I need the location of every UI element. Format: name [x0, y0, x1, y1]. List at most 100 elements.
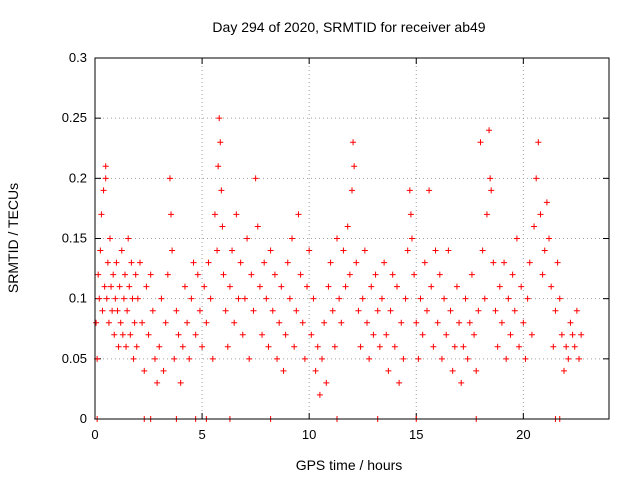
y-tick-label: 0.2 — [69, 170, 87, 185]
data-point — [393, 283, 400, 290]
data-point — [179, 343, 186, 350]
data-point — [430, 343, 437, 350]
data-point — [331, 343, 338, 350]
data-point — [274, 355, 281, 362]
data-point — [535, 139, 542, 146]
data-point — [334, 235, 341, 242]
data-point — [449, 367, 456, 374]
data-point — [576, 355, 583, 362]
data-point — [357, 343, 364, 350]
data-point — [533, 175, 540, 182]
data-point — [156, 343, 163, 350]
data-point — [426, 187, 433, 194]
data-point — [374, 307, 381, 314]
y-tick-label: 0.05 — [62, 351, 87, 366]
grid — [95, 58, 609, 419]
data-point — [516, 343, 523, 350]
data-point — [548, 283, 555, 290]
data-point — [259, 331, 266, 338]
data-point — [350, 139, 357, 146]
data-point — [229, 247, 236, 254]
data-point — [573, 307, 580, 314]
data-point — [496, 283, 503, 290]
data-point — [98, 211, 105, 218]
data-point — [196, 307, 203, 314]
data-point — [492, 307, 499, 314]
data-point — [434, 319, 441, 326]
data-point — [349, 187, 355, 194]
data-point — [188, 295, 195, 302]
data-point — [126, 283, 133, 290]
data-point — [490, 259, 497, 266]
data-point — [494, 343, 501, 350]
data-point — [265, 343, 272, 350]
y-tick-label: 0.15 — [62, 231, 87, 246]
data-point — [398, 319, 405, 326]
data-point — [186, 355, 193, 362]
data-point — [359, 295, 366, 302]
data-point — [571, 343, 578, 350]
data-point — [299, 319, 306, 326]
plot-frame — [94, 57, 610, 420]
data-point — [501, 259, 508, 266]
data-point — [378, 295, 385, 302]
data-point — [481, 295, 488, 302]
data-point — [190, 259, 197, 266]
data-point — [509, 271, 516, 278]
data-point — [310, 295, 317, 302]
data-point — [578, 331, 585, 338]
data-point — [244, 235, 251, 242]
data-point — [271, 271, 278, 278]
data-point — [151, 355, 158, 362]
data-point — [96, 295, 103, 302]
data-point — [162, 319, 169, 326]
data-point — [120, 295, 127, 302]
data-point — [263, 295, 270, 302]
data-point — [456, 319, 463, 326]
data-point — [111, 331, 118, 338]
data-point — [419, 331, 426, 338]
data-point — [408, 235, 415, 242]
data-point — [543, 199, 550, 206]
data-point — [479, 247, 486, 254]
data-point — [453, 283, 460, 290]
data-point — [207, 295, 214, 302]
data-point — [231, 319, 238, 326]
data-point — [215, 163, 222, 170]
data-point — [370, 331, 377, 338]
data-point — [121, 271, 128, 278]
data-point — [520, 319, 527, 326]
data-point — [147, 271, 154, 278]
data-point — [445, 247, 452, 254]
data-point — [477, 139, 484, 146]
data-point — [233, 211, 240, 218]
data-point — [133, 343, 140, 350]
data-point — [199, 343, 206, 350]
data-point — [511, 307, 518, 314]
data-points — [93, 115, 585, 422]
data-point — [342, 283, 349, 290]
data-point — [201, 283, 208, 290]
data-point — [123, 343, 130, 350]
data-point — [261, 259, 268, 266]
data-point — [100, 187, 107, 194]
data-point — [184, 319, 191, 326]
data-point — [109, 307, 116, 314]
data-point — [355, 307, 362, 314]
data-point — [166, 175, 173, 182]
data-point — [563, 343, 570, 350]
data-point — [389, 271, 396, 278]
data-point — [143, 283, 150, 290]
data-point — [169, 247, 176, 254]
data-point — [267, 247, 274, 254]
data-point — [344, 223, 351, 230]
data-point — [181, 283, 188, 290]
data-point — [361, 247, 368, 254]
data-point — [280, 367, 287, 374]
data-point — [250, 307, 257, 314]
data-point — [301, 355, 308, 362]
x-tick-label: 10 — [302, 427, 316, 442]
data-point — [216, 115, 223, 122]
data-point — [569, 331, 576, 338]
data-point — [329, 307, 336, 314]
